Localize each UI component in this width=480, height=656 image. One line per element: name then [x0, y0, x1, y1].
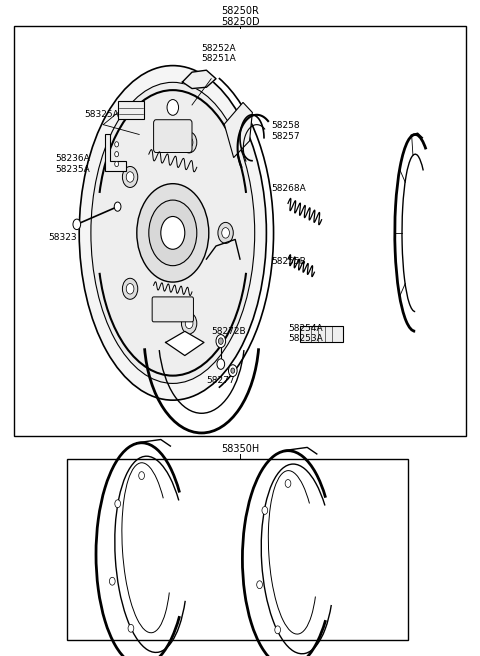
Circle shape — [115, 142, 119, 147]
FancyBboxPatch shape — [154, 119, 192, 153]
Text: 58268A: 58268A — [271, 184, 306, 194]
Ellipse shape — [79, 66, 266, 400]
Circle shape — [109, 577, 115, 585]
Text: 58323: 58323 — [48, 233, 77, 242]
Circle shape — [126, 172, 134, 182]
Text: 58350H: 58350H — [221, 444, 259, 455]
Bar — [300, 326, 343, 342]
Circle shape — [275, 626, 280, 634]
Circle shape — [257, 581, 263, 588]
Circle shape — [228, 365, 237, 377]
Circle shape — [222, 228, 229, 238]
Circle shape — [218, 222, 233, 243]
Text: 58255B: 58255B — [271, 256, 306, 266]
Ellipse shape — [91, 82, 255, 383]
Text: 58325A: 58325A — [84, 110, 119, 119]
Circle shape — [285, 480, 291, 487]
Circle shape — [73, 219, 81, 230]
Circle shape — [185, 318, 193, 329]
Text: 58254A
58253A: 58254A 58253A — [288, 323, 323, 343]
Circle shape — [115, 152, 119, 157]
Circle shape — [218, 338, 223, 344]
Circle shape — [167, 100, 179, 115]
Circle shape — [161, 216, 185, 249]
Text: 58258
58257: 58258 58257 — [271, 121, 300, 141]
Bar — [118, 101, 144, 119]
Circle shape — [128, 625, 134, 632]
Text: 58277: 58277 — [206, 376, 235, 385]
Circle shape — [149, 200, 197, 266]
Text: 58252A
58251A: 58252A 58251A — [202, 44, 236, 64]
Circle shape — [115, 500, 120, 508]
FancyBboxPatch shape — [152, 297, 193, 322]
Text: 58250R
58250D: 58250R 58250D — [221, 6, 259, 27]
Circle shape — [115, 161, 119, 167]
Circle shape — [122, 167, 138, 188]
Polygon shape — [166, 331, 204, 356]
Circle shape — [181, 132, 197, 153]
Circle shape — [139, 472, 144, 480]
Circle shape — [137, 184, 209, 282]
Polygon shape — [224, 102, 252, 157]
Polygon shape — [182, 70, 216, 89]
Text: 58236A
58235A: 58236A 58235A — [55, 154, 90, 174]
Circle shape — [262, 506, 268, 514]
Bar — [14, 26, 466, 436]
Polygon shape — [105, 134, 126, 171]
Circle shape — [185, 137, 193, 148]
Circle shape — [231, 368, 235, 373]
Text: 58272B: 58272B — [211, 327, 246, 337]
Circle shape — [217, 359, 225, 369]
Circle shape — [114, 202, 121, 211]
Circle shape — [126, 283, 134, 294]
Circle shape — [216, 335, 226, 348]
Bar — [67, 459, 408, 640]
Circle shape — [181, 313, 197, 334]
Circle shape — [122, 278, 138, 299]
